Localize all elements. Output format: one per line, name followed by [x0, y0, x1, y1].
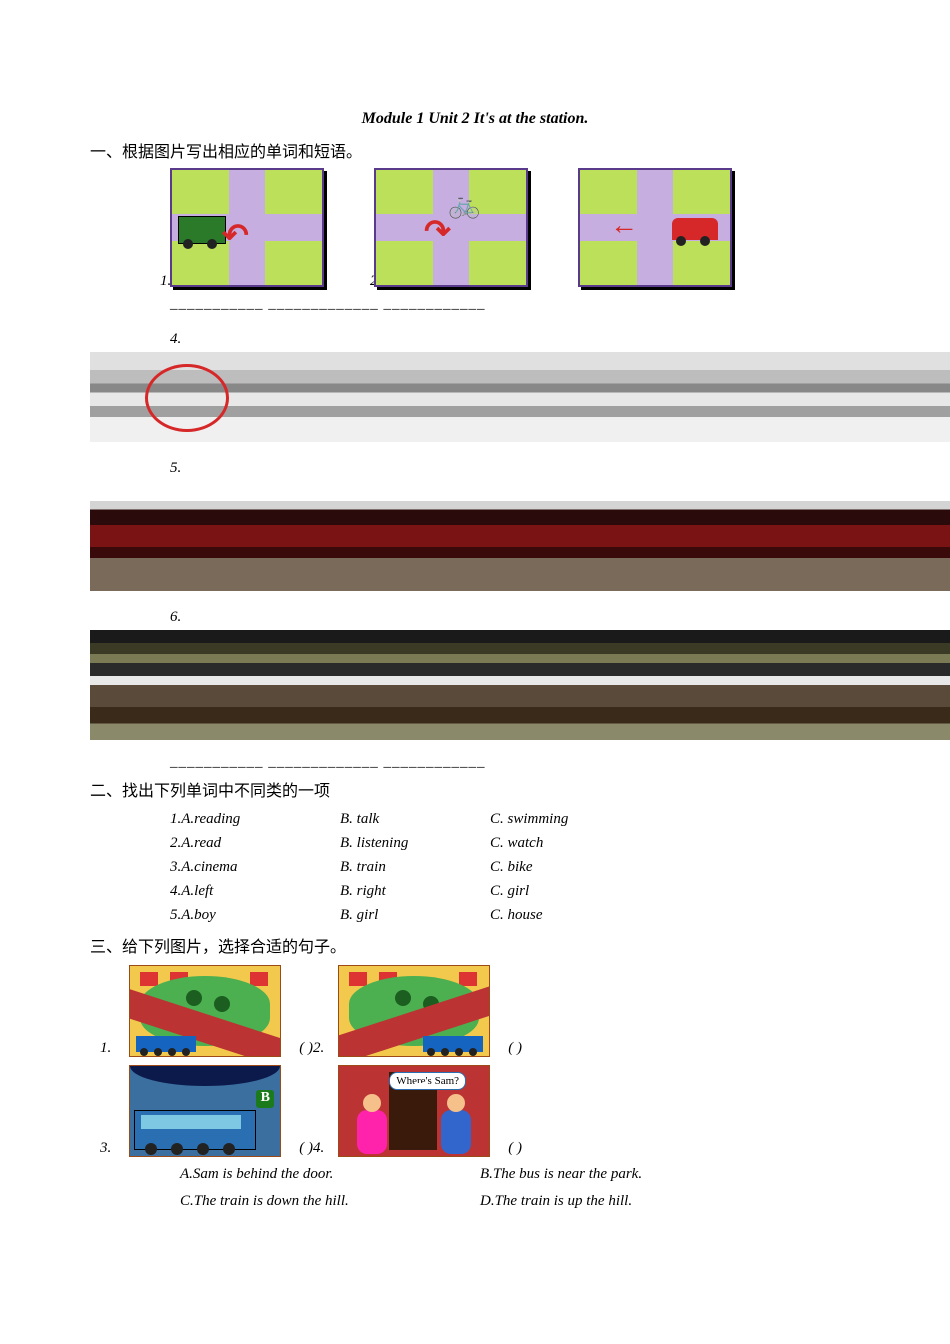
opt-a: 4.A.left: [170, 879, 340, 903]
section3-heading: 三、给下列图片，选择合适的句子。: [90, 933, 860, 957]
arrow-turn-right-icon: ↶: [424, 212, 451, 250]
section1-tiles: ↶ 🚲 ↶ ←: [170, 168, 860, 287]
car-icon: [672, 218, 718, 240]
choice-b: B.The bus is near the park.: [480, 1161, 642, 1188]
opt-c: C. girl: [490, 879, 630, 903]
picrow-2: 3. B ( )4. Where's Sam? ( ): [100, 1065, 860, 1157]
vocab-row: 2.A.read B. listening C. watch: [170, 831, 860, 855]
corrupted-image-4: [90, 352, 950, 442]
pic-blank-2: ( )2.: [299, 1040, 324, 1057]
vocab-row: 3.A.cinema B. train C. bike: [170, 855, 860, 879]
pic-blank-2b: ( ): [508, 1040, 522, 1057]
opt-c: C. watch: [490, 831, 630, 855]
opt-a: 5.A.boy: [170, 903, 340, 927]
girl-icon: [357, 1110, 387, 1154]
vocab-row: 4.A.left B. right C. girl: [170, 879, 860, 903]
marker-b-icon: B: [256, 1090, 274, 1108]
blanks-456: ___________ _____________ ____________: [170, 754, 860, 771]
pic-4-sam-behind-door: Where's Sam?: [338, 1065, 490, 1157]
pic-num-1: 1.: [100, 1040, 111, 1057]
opt-b: B. train: [340, 855, 490, 879]
tile-3-car-go-straight: ←: [578, 168, 732, 287]
opt-c: C. house: [490, 903, 630, 927]
section2-list: 1.A.reading B. talk C. swimming 2.A.read…: [170, 807, 860, 927]
opt-b: B. talk: [340, 807, 490, 831]
red-circle-icon: [145, 364, 229, 432]
tile-1-bus-turn-left: ↶: [170, 168, 324, 287]
vocab-row: 5.A.boy B. girl C. house: [170, 903, 860, 927]
opt-c: C. swimming: [490, 807, 630, 831]
corrupted-image-6: [90, 630, 950, 740]
opt-b: B. girl: [340, 903, 490, 927]
blanks-123: ___________ _____________ ____________: [170, 296, 860, 313]
pic-3-bus-near-park: B: [129, 1065, 281, 1157]
num-5: 5.: [170, 460, 860, 477]
bus-icon: [178, 216, 226, 244]
choice-d: D.The train is up the hill.: [480, 1188, 632, 1215]
pic-blank-4b: ( ): [508, 1140, 522, 1157]
opt-a: 3.A.cinema: [170, 855, 340, 879]
speech-bubble: Where's Sam?: [389, 1072, 466, 1090]
pic-num-3: 3.: [100, 1140, 111, 1157]
train-icon: [136, 1036, 196, 1052]
opt-a: 2.A.read: [170, 831, 340, 855]
pic-blank-4: ( )4.: [299, 1140, 324, 1157]
choice-c: C.The train is down the hill.: [180, 1188, 480, 1215]
bike-icon: 🚲: [448, 190, 480, 220]
opt-b: B. listening: [340, 831, 490, 855]
arrow-left-icon: ←: [610, 210, 638, 242]
tile-2-bike-turn-right: 🚲 ↶: [374, 168, 528, 287]
bus-icon: [134, 1110, 256, 1150]
pic-2-train-up-hill: [338, 965, 490, 1057]
picrow-1: 1. ( )2. ( ): [100, 965, 860, 1057]
vocab-row: 1.A.reading B. talk C. swimming: [170, 807, 860, 831]
arrow-turn-left-icon: ↶: [222, 216, 249, 254]
section3-choices: A.Sam is behind the door. B.The bus is n…: [180, 1161, 860, 1215]
title: Module 1 Unit 2 It's at the station.: [90, 110, 860, 128]
pic-1-train-down-hill: [129, 965, 281, 1057]
opt-b: B. right: [340, 879, 490, 903]
choice-a: A.Sam is behind the door.: [180, 1161, 480, 1188]
opt-c: C. bike: [490, 855, 630, 879]
num-6: 6.: [170, 609, 860, 626]
corrupted-image-5: [90, 481, 950, 591]
section2-heading: 二、找出下列单词中不同类的一项: [90, 777, 860, 801]
section1-heading: 一、根据图片写出相应的单词和短语。: [90, 138, 860, 162]
opt-a: 1.A.reading: [170, 807, 340, 831]
train-icon: [423, 1036, 483, 1052]
num-4: 4.: [170, 331, 860, 348]
boy-icon: [441, 1110, 471, 1154]
